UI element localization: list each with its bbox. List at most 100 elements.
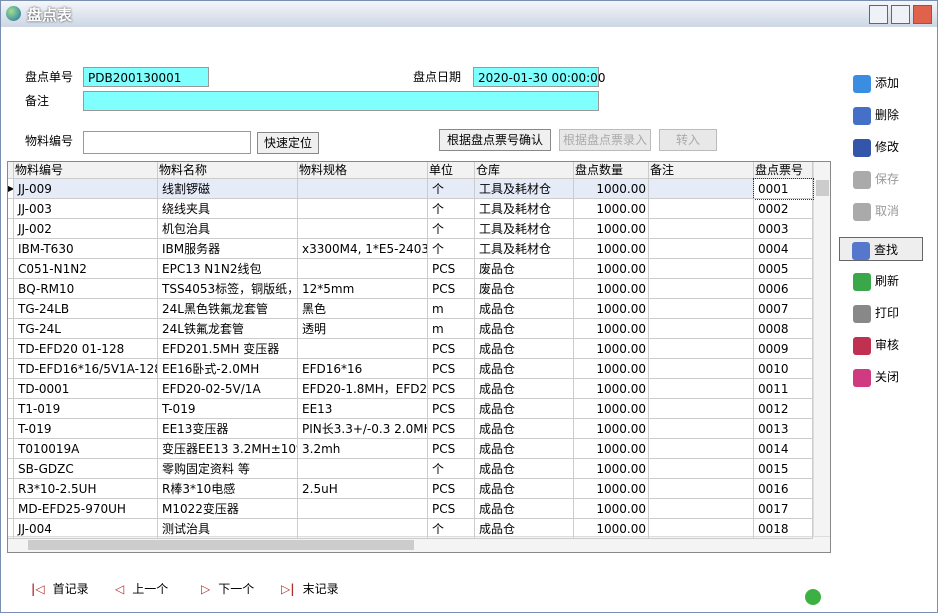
table-cell[interactable]: 废品仓 bbox=[475, 279, 574, 299]
table-cell[interactable]: 3.2mh bbox=[298, 439, 428, 459]
table-cell[interactable]: 0003 bbox=[754, 219, 813, 239]
table-cell[interactable]: 机包治具 bbox=[158, 219, 298, 239]
scroll-thumb[interactable] bbox=[28, 540, 414, 550]
table-cell[interactable] bbox=[298, 259, 428, 279]
table-cell[interactable] bbox=[649, 459, 754, 479]
table-cell[interactable]: PCS bbox=[428, 439, 475, 459]
order-no-field[interactable]: PDB200130001 bbox=[83, 67, 209, 87]
minimize-button[interactable] bbox=[869, 5, 888, 24]
v-scrollbar[interactable] bbox=[813, 162, 830, 536]
table-cell[interactable]: PCS bbox=[428, 499, 475, 519]
table-cell[interactable]: 0006 bbox=[754, 279, 813, 299]
table-cell[interactable]: T1-019 bbox=[14, 399, 158, 419]
table-cell[interactable]: 绕线夹具 bbox=[158, 199, 298, 219]
table-cell[interactable]: 1000.00 bbox=[574, 379, 649, 399]
table-cell[interactable] bbox=[649, 199, 754, 219]
table-cell[interactable]: 黑色 bbox=[298, 299, 428, 319]
table-cell[interactable]: EFD16*16 bbox=[298, 359, 428, 379]
table-cell[interactable]: C051-N1N2 bbox=[14, 259, 158, 279]
table-cell[interactable]: 个 bbox=[428, 519, 475, 539]
table-cell[interactable]: M1022变压器 bbox=[158, 499, 298, 519]
maximize-button[interactable] bbox=[891, 5, 910, 24]
table-cell[interactable]: EFD20-1.8MH，EFD20 bbox=[298, 379, 428, 399]
table-cell[interactable]: TD-EFD20 01-128 bbox=[14, 339, 158, 359]
h-scrollbar[interactable] bbox=[8, 536, 830, 552]
toolbar-button[interactable]: 修改 bbox=[853, 135, 913, 159]
table-cell[interactable]: 1000.00 bbox=[574, 499, 649, 519]
toolbar-button[interactable]: 关闭 bbox=[853, 365, 913, 389]
table-cell[interactable]: 1000.00 bbox=[574, 419, 649, 439]
table-cell[interactable]: 1000.00 bbox=[574, 279, 649, 299]
entry-button[interactable]: 根据盘点票录入 bbox=[559, 129, 651, 151]
table-cell[interactable]: TSS4053标签，铜版纸， bbox=[158, 279, 298, 299]
table-cell[interactable]: m bbox=[428, 299, 475, 319]
note-field[interactable] bbox=[83, 91, 599, 111]
table-cell[interactable]: 0009 bbox=[754, 339, 813, 359]
table-cell[interactable]: TD-0001 bbox=[14, 379, 158, 399]
toolbar-button[interactable]: 打印 bbox=[853, 301, 913, 325]
table-cell[interactable]: PCS bbox=[428, 399, 475, 419]
table-cell[interactable]: 成品仓 bbox=[475, 419, 574, 439]
table-cell[interactable]: x3300M4, 1*E5-2403 4 bbox=[298, 239, 428, 259]
table-cell[interactable] bbox=[649, 419, 754, 439]
material-field[interactable] bbox=[83, 131, 251, 154]
table-cell[interactable] bbox=[649, 499, 754, 519]
table-cell[interactable]: 0018 bbox=[754, 519, 813, 539]
toolbar-button[interactable]: 审核 bbox=[853, 333, 913, 357]
table-cell[interactable] bbox=[649, 479, 754, 499]
table-cell[interactable]: 成品仓 bbox=[475, 459, 574, 479]
table-cell[interactable]: 0007 bbox=[754, 299, 813, 319]
table-cell[interactable]: 个 bbox=[428, 199, 475, 219]
toolbar-button[interactable]: 刷新 bbox=[853, 269, 913, 293]
table-cell[interactable]: 1000.00 bbox=[574, 219, 649, 239]
table-cell[interactable]: 0016 bbox=[754, 479, 813, 499]
table-cell[interactable]: 1000.00 bbox=[574, 519, 649, 539]
table-cell[interactable]: 1000.00 bbox=[574, 259, 649, 279]
table-cell[interactable]: 0002 bbox=[754, 199, 813, 219]
table-cell[interactable]: 0011 bbox=[754, 379, 813, 399]
table-cell[interactable]: 变压器EE13 3.2MH±10% bbox=[158, 439, 298, 459]
table-cell[interactable] bbox=[298, 219, 428, 239]
table-cell[interactable]: 1000.00 bbox=[574, 199, 649, 219]
table-cell[interactable]: 工具及耗材仓 bbox=[475, 219, 574, 239]
table-cell[interactable] bbox=[298, 339, 428, 359]
table-cell[interactable]: 零购固定资料 等 bbox=[158, 459, 298, 479]
table-cell[interactable]: 1000.00 bbox=[574, 479, 649, 499]
table-cell[interactable]: 个 bbox=[428, 179, 475, 199]
toolbar-button[interactable]: 保存 bbox=[853, 167, 913, 191]
table-cell[interactable] bbox=[298, 499, 428, 519]
table-cell[interactable]: 1000.00 bbox=[574, 339, 649, 359]
table-cell[interactable]: 废品仓 bbox=[475, 259, 574, 279]
table-cell[interactable]: 测试治具 bbox=[158, 519, 298, 539]
table-cell[interactable] bbox=[649, 279, 754, 299]
table-cell[interactable] bbox=[649, 359, 754, 379]
table-cell[interactable]: 个 bbox=[428, 459, 475, 479]
table-cell[interactable] bbox=[649, 319, 754, 339]
table-cell[interactable]: 1000.00 bbox=[574, 439, 649, 459]
nav-button[interactable]: ◁ 上一个 bbox=[115, 579, 168, 599]
table-cell[interactable]: JJ-003 bbox=[14, 199, 158, 219]
table-cell[interactable] bbox=[649, 259, 754, 279]
table-cell[interactable] bbox=[649, 179, 754, 199]
table-cell[interactable] bbox=[298, 179, 428, 199]
transfer-button[interactable]: 转入 bbox=[659, 129, 717, 151]
table-cell[interactable] bbox=[298, 519, 428, 539]
table-cell[interactable]: PIN长3.3+/-0.3 2.0MH bbox=[298, 419, 428, 439]
table-cell[interactable]: 0013 bbox=[754, 419, 813, 439]
table-cell[interactable] bbox=[649, 439, 754, 459]
table-cell[interactable] bbox=[649, 519, 754, 539]
table-cell[interactable]: PCS bbox=[428, 339, 475, 359]
table-cell[interactable]: 12*5mm bbox=[298, 279, 428, 299]
table-cell[interactable]: 0017 bbox=[754, 499, 813, 519]
table-cell[interactable]: 成品仓 bbox=[475, 399, 574, 419]
nav-button[interactable]: ▷| 末记录 bbox=[281, 579, 339, 599]
toolbar-button[interactable]: 查找 bbox=[839, 237, 923, 261]
table-cell[interactable]: PCS bbox=[428, 479, 475, 499]
table-cell[interactable]: 成品仓 bbox=[475, 479, 574, 499]
table-cell[interactable] bbox=[298, 199, 428, 219]
table-cell[interactable]: IBM-T630 bbox=[14, 239, 158, 259]
table-cell[interactable]: PCS bbox=[428, 379, 475, 399]
table-cell[interactable]: 个 bbox=[428, 219, 475, 239]
table-cell[interactable]: R3*10-2.5UH bbox=[14, 479, 158, 499]
confirm-button[interactable]: 根据盘点票号确认 bbox=[439, 129, 551, 151]
